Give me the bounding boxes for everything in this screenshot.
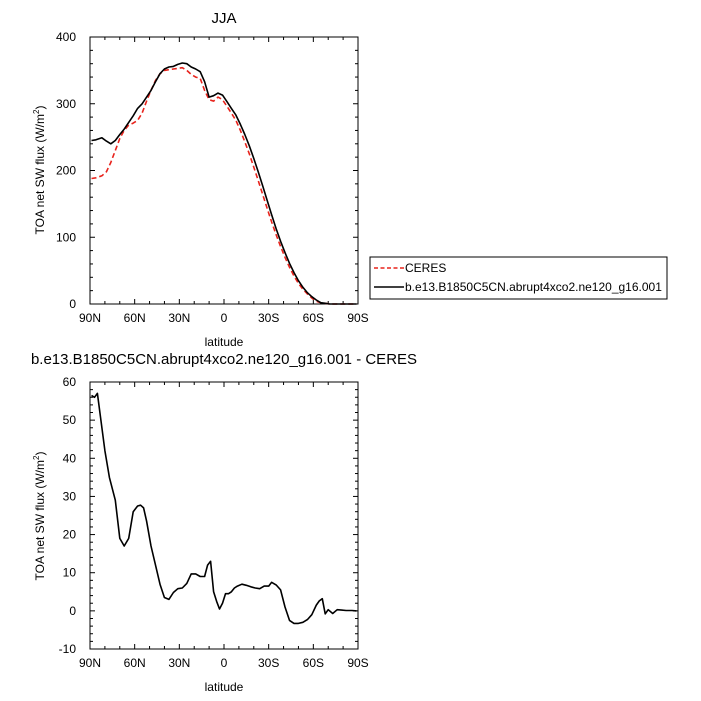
y-tick-label: 300 (56, 97, 76, 111)
y-tick-label: 0 (69, 297, 76, 311)
x-tick-label: 90N (79, 311, 101, 325)
legend-label-ceres: CERES (405, 261, 446, 275)
chart-title-bottom: b.e13.B1850C5CN.abrupt4xco2.ne120_g16.00… (31, 351, 417, 368)
plot-frame-top (89, 36, 359, 305)
series-line-model (91, 62, 357, 305)
x-tick-label: 60N (124, 311, 146, 325)
legend-label-model: b.e13.B1850C5CN.abrupt4xco2.ne120_g16.00… (405, 280, 662, 294)
y-tick-label: 20 (63, 528, 77, 542)
plot-frame-bottom (89, 381, 359, 650)
chart-title-top: JJA (211, 10, 236, 27)
x-tick-label: 0 (221, 311, 228, 325)
panel-bottom-chart: b.e13.B1850C5CN.abrupt4xco2.ne120_g16.00… (31, 351, 417, 694)
x-tick-label: 60S (303, 656, 324, 670)
panel-top-chart: JJA 90N 60N 30N 0 30S 60S 90S 0 100 200 300 400 lat… (32, 10, 369, 349)
x-tick-label: 90S (347, 311, 368, 325)
y-tick-label: -10 (59, 642, 77, 656)
y-axis-label-top: TOA net SW flux (W/m2) (32, 106, 47, 235)
y-tick-label: 100 (56, 230, 76, 244)
y-tick-label: 400 (56, 30, 76, 44)
y-tick-label: 200 (56, 164, 76, 178)
x-tick-label: 30N (168, 311, 190, 325)
series-bottom (91, 392, 357, 625)
legend-box (369, 256, 668, 300)
x-tick-label: 30S (258, 311, 279, 325)
y-tick-label: 50 (63, 413, 77, 427)
y-tick-label: 0 (69, 604, 76, 618)
ticks-bottom: 90N 60N 30N 0 30S 60S 90S -10 0 10 20 30 40 50 60 (59, 375, 369, 670)
x-tick-label: 30S (258, 656, 279, 670)
y-tick-label: 40 (63, 451, 77, 465)
y-tick-label: 10 (63, 566, 77, 580)
x-tick-label: 60S (303, 311, 324, 325)
x-tick-label: 0 (221, 656, 228, 670)
series-line-difference (91, 392, 357, 625)
x-axis-label-bottom: latitude (205, 680, 244, 694)
series-top (91, 62, 357, 305)
y-axis-label-bottom: TOA net SW flux (W/m2) (32, 452, 47, 581)
y-tick-label: 60 (63, 375, 77, 389)
y-tick-label: 30 (63, 489, 77, 503)
x-tick-label: 30N (168, 656, 190, 670)
x-tick-label: 90N (79, 656, 101, 670)
legend: CERES b.e13.B1850C5CN.abrupt4xco2.ne120_… (369, 256, 668, 300)
x-axis-label-top: latitude (205, 335, 244, 349)
x-tick-label: 90S (347, 656, 368, 670)
x-tick-label: 60N (124, 656, 146, 670)
ticks-top: 90N 60N 30N 0 30S 60S 90S 0 100 200 300 400 (56, 30, 369, 325)
series-line-ceres (91, 66, 357, 305)
